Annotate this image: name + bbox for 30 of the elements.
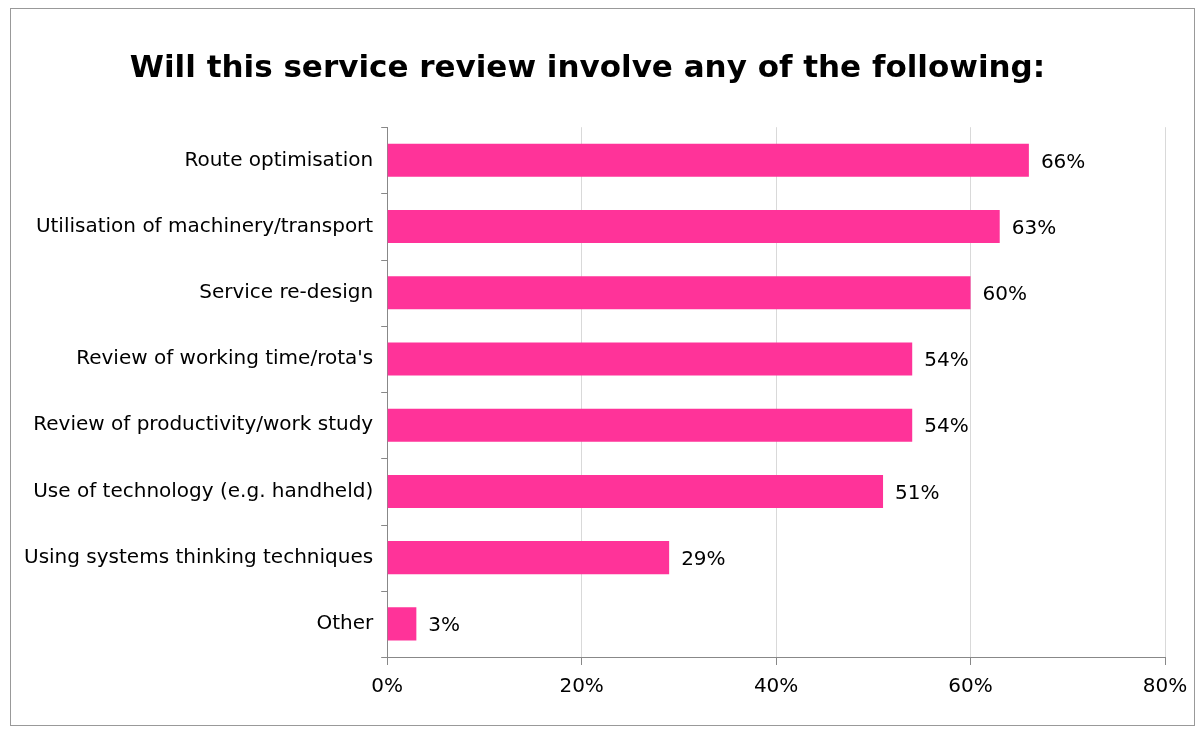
chart-title: Will this service review involve any of the following: <box>129 47 1046 84</box>
bar <box>387 607 417 641</box>
y-tick-label: Using systems thinking techniques <box>23 543 374 568</box>
y-tick-label: Use of technology (e.g. handheld) <box>33 477 374 502</box>
data-label: 63% <box>1011 214 1057 239</box>
bar <box>387 474 884 508</box>
x-tick-label: 0% <box>371 673 404 698</box>
x-tick-label: 40% <box>753 673 799 698</box>
y-tick-label: Service re-design <box>199 278 374 303</box>
data-label: 60% <box>982 280 1027 305</box>
bar <box>387 408 913 442</box>
x-tick-label: 20% <box>559 673 604 698</box>
bar <box>387 209 1000 244</box>
data-label: 54% <box>924 347 969 372</box>
data-label: 54% <box>924 413 969 438</box>
y-tick-label: Other <box>316 610 374 635</box>
y-tick-label: Review of working time/rota's <box>76 345 374 370</box>
bar <box>387 276 971 310</box>
y-tick-label: Utilisation of machinery/transport <box>35 212 374 237</box>
bar <box>387 541 670 575</box>
data-label: 66% <box>1040 148 1086 173</box>
x-tick-label: 80% <box>1142 673 1188 698</box>
data-label: 51% <box>895 479 940 504</box>
data-label: 29% <box>681 545 726 570</box>
x-tick-label: 60% <box>948 673 993 698</box>
y-tick-label: Route optimisation <box>184 146 374 171</box>
bar <box>387 342 913 376</box>
bar <box>387 143 1029 177</box>
y-tick-label: Review of productivity/work study <box>33 411 374 436</box>
data-label: 3% <box>428 612 461 637</box>
